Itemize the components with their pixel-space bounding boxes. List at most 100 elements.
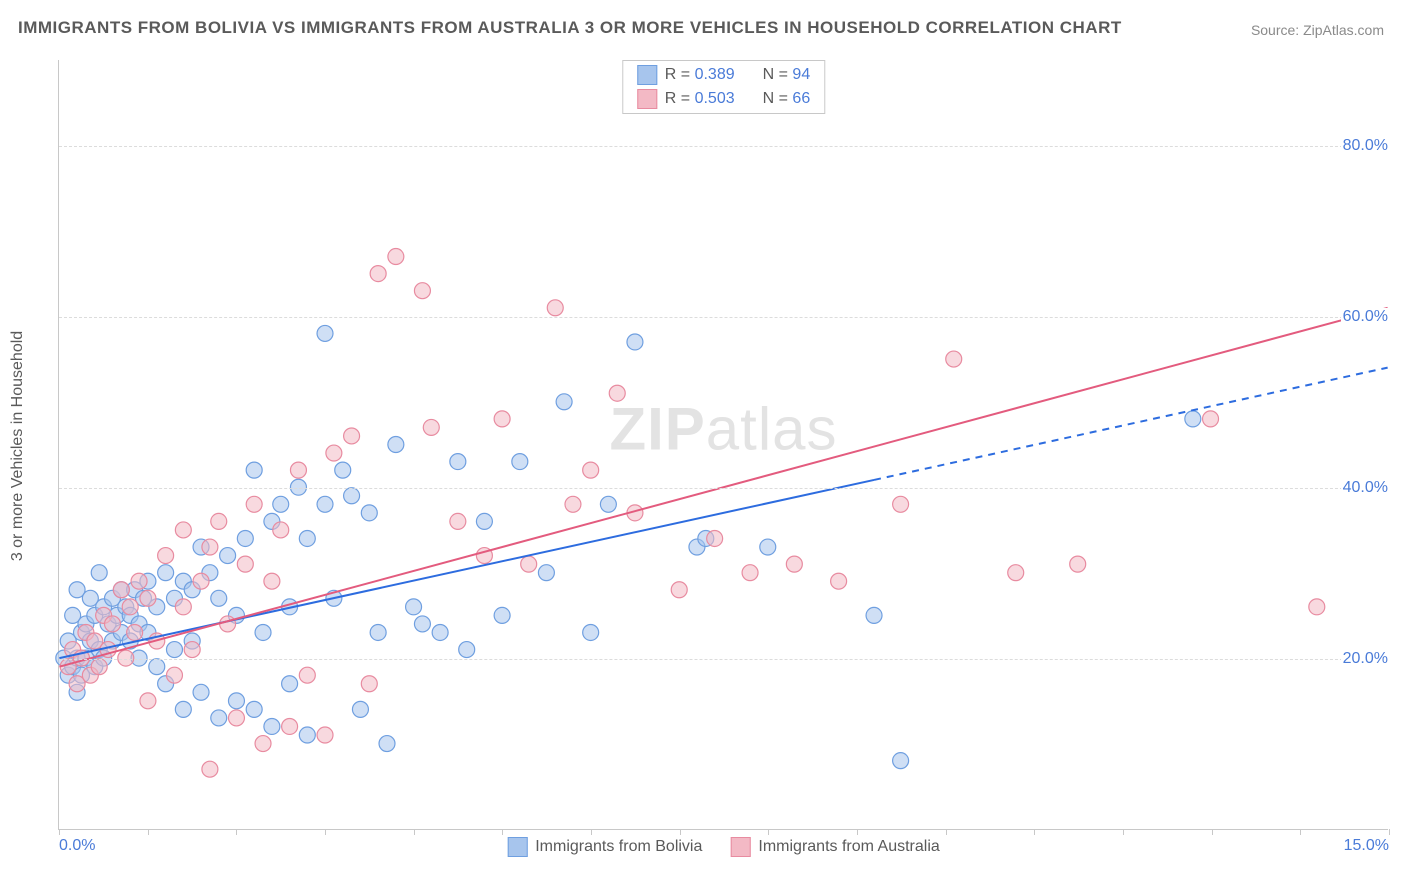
x-tick	[1123, 829, 1124, 835]
scatter-point	[326, 445, 342, 461]
scatter-point	[388, 249, 404, 265]
scatter-point	[91, 659, 107, 675]
legend-r: R = 0.503	[665, 90, 735, 108]
legend-series: Immigrants from Bolivia Immigrants from A…	[507, 837, 940, 857]
scatter-point	[370, 624, 386, 640]
scatter-point	[1008, 565, 1024, 581]
x-tick	[502, 829, 503, 835]
scatter-point	[220, 616, 236, 632]
scatter-point	[565, 496, 581, 512]
x-tick	[414, 829, 415, 835]
legend-row: R = 0.389N = 94	[623, 63, 824, 87]
scatter-point	[946, 351, 962, 367]
scatter-point	[379, 736, 395, 752]
scatter-point	[547, 300, 563, 316]
scatter-point	[344, 428, 360, 444]
scatter-point	[406, 599, 422, 615]
y-axis-label: 3 or more Vehicles in Household	[9, 331, 27, 561]
scatter-point	[742, 565, 758, 581]
scatter-point	[1309, 599, 1325, 615]
scatter-point	[423, 419, 439, 435]
scatter-point	[299, 530, 315, 546]
scatter-point	[228, 693, 244, 709]
x-tick	[59, 829, 60, 835]
scatter-point	[193, 573, 209, 589]
scatter-point	[264, 573, 280, 589]
x-tick	[1389, 829, 1390, 835]
x-tick	[591, 829, 592, 835]
legend-item-label: Immigrants from Bolivia	[535, 838, 702, 856]
scatter-point	[211, 710, 227, 726]
scatter-point	[246, 462, 262, 478]
scatter-point	[432, 624, 448, 640]
scatter-point	[450, 454, 466, 470]
scatter-point	[1185, 411, 1201, 427]
scatter-point	[175, 599, 191, 615]
scatter-point	[583, 462, 599, 478]
scatter-point	[131, 573, 147, 589]
scatter-point	[831, 573, 847, 589]
x-tick	[1300, 829, 1301, 835]
y-tick-label: 20.0%	[1341, 650, 1390, 668]
scatter-point	[228, 710, 244, 726]
scatter-point	[344, 488, 360, 504]
gridline	[59, 317, 1388, 318]
x-tick-label: 0.0%	[59, 837, 95, 855]
scatter-point	[273, 522, 289, 538]
scatter-point	[255, 624, 271, 640]
scatter-point	[166, 667, 182, 683]
scatter-point	[299, 667, 315, 683]
scatter-point	[113, 582, 129, 598]
x-tick	[236, 829, 237, 835]
legend-swatch	[730, 837, 750, 857]
legend-item-label: Immigrants from Australia	[758, 838, 939, 856]
scatter-point	[609, 385, 625, 401]
scatter-point	[361, 505, 377, 521]
scatter-point	[583, 624, 599, 640]
scatter-point	[893, 496, 909, 512]
scatter-point	[866, 607, 882, 623]
chart-svg	[59, 60, 1388, 829]
scatter-point	[282, 718, 298, 734]
y-tick-label: 60.0%	[1341, 308, 1390, 326]
scatter-point	[1203, 411, 1219, 427]
scatter-point	[246, 496, 262, 512]
legend-row: R = 0.503N = 66	[623, 87, 824, 111]
scatter-point	[246, 701, 262, 717]
scatter-point	[237, 556, 253, 572]
scatter-point	[1070, 556, 1086, 572]
x-tick	[148, 829, 149, 835]
scatter-point	[538, 565, 554, 581]
scatter-point	[760, 539, 776, 555]
scatter-point	[335, 462, 351, 478]
scatter-point	[352, 701, 368, 717]
scatter-point	[211, 513, 227, 529]
x-tick	[1034, 829, 1035, 835]
gridline	[59, 488, 1388, 489]
scatter-point	[175, 701, 191, 717]
scatter-point	[671, 582, 687, 598]
scatter-point	[127, 624, 143, 640]
x-tick	[946, 829, 947, 835]
scatter-point	[459, 642, 475, 658]
legend-swatch	[507, 837, 527, 857]
x-tick	[325, 829, 326, 835]
scatter-point	[105, 616, 121, 632]
scatter-point	[220, 548, 236, 564]
scatter-point	[290, 462, 306, 478]
scatter-point	[521, 556, 537, 572]
scatter-point	[494, 411, 510, 427]
source-label: Source: ZipAtlas.com	[1251, 22, 1384, 38]
legend-item: Immigrants from Australia	[730, 837, 939, 857]
legend-correlation: R = 0.389N = 94R = 0.503N = 66	[622, 60, 825, 114]
scatter-point	[202, 539, 218, 555]
x-tick	[680, 829, 681, 835]
x-tick	[1212, 829, 1213, 835]
scatter-point	[450, 513, 466, 529]
chart-title: IMMIGRANTS FROM BOLIVIA VS IMMIGRANTS FR…	[18, 18, 1122, 38]
scatter-point	[140, 590, 156, 606]
scatter-point	[149, 659, 165, 675]
scatter-point	[193, 684, 209, 700]
scatter-point	[317, 325, 333, 341]
scatter-point	[476, 513, 492, 529]
